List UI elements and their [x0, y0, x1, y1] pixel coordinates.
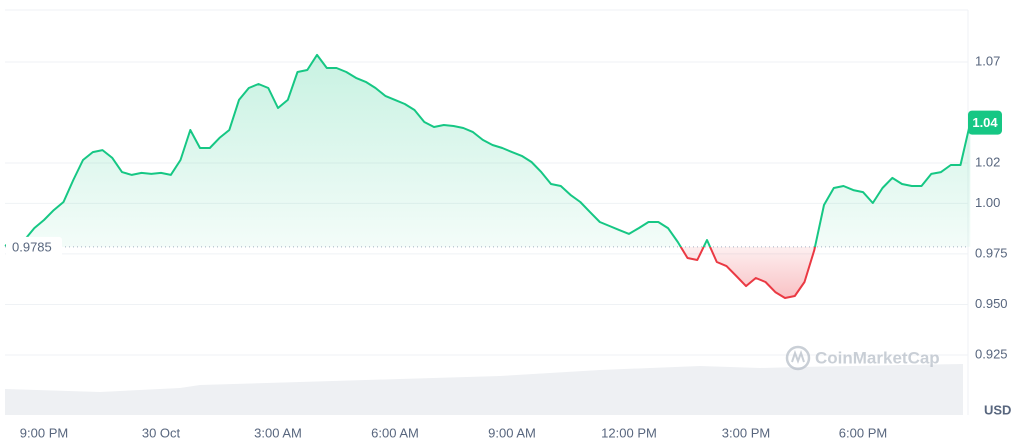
x-tick-label: 30 Oct	[142, 425, 181, 440]
y-tick-label: 0.925	[975, 346, 1008, 361]
y-tick-label: 0.950	[975, 296, 1008, 311]
watermark-logo-mark	[791, 350, 805, 364]
plot	[4, 53, 972, 299]
y-tick-label: 1.02	[975, 154, 1000, 169]
watermark-text: CoinMarketCap	[815, 348, 940, 367]
x-tick-label: 6:00 PM	[839, 425, 887, 440]
y-tick-label: 0.975	[975, 245, 1008, 260]
currency-label: USD	[984, 402, 1011, 417]
x-tick-label: 12:00 PM	[601, 425, 657, 440]
watermark: CoinMarketCap	[785, 345, 940, 371]
price-area	[5, 54, 971, 299]
x-tick-label: 9:00 PM	[20, 425, 68, 440]
y-tick-label: 1.00	[975, 195, 1000, 210]
current-price-badge	[968, 110, 1002, 135]
y-tick-label: 1.07	[975, 53, 1000, 68]
x-tick-label: 9:00 AM	[488, 425, 536, 440]
price-line	[4, 53, 972, 299]
volume-area	[5, 364, 963, 415]
x-tick-label: 3:00 PM	[722, 425, 770, 440]
baseline-label: 0.9785	[12, 239, 52, 254]
x-tick-label: 6:00 AM	[371, 425, 419, 440]
x-tick-label: 3:00 AM	[254, 425, 302, 440]
baseline-label-box	[6, 236, 62, 257]
current-price-label: 1.04	[972, 115, 998, 130]
watermark-logo	[785, 345, 811, 371]
